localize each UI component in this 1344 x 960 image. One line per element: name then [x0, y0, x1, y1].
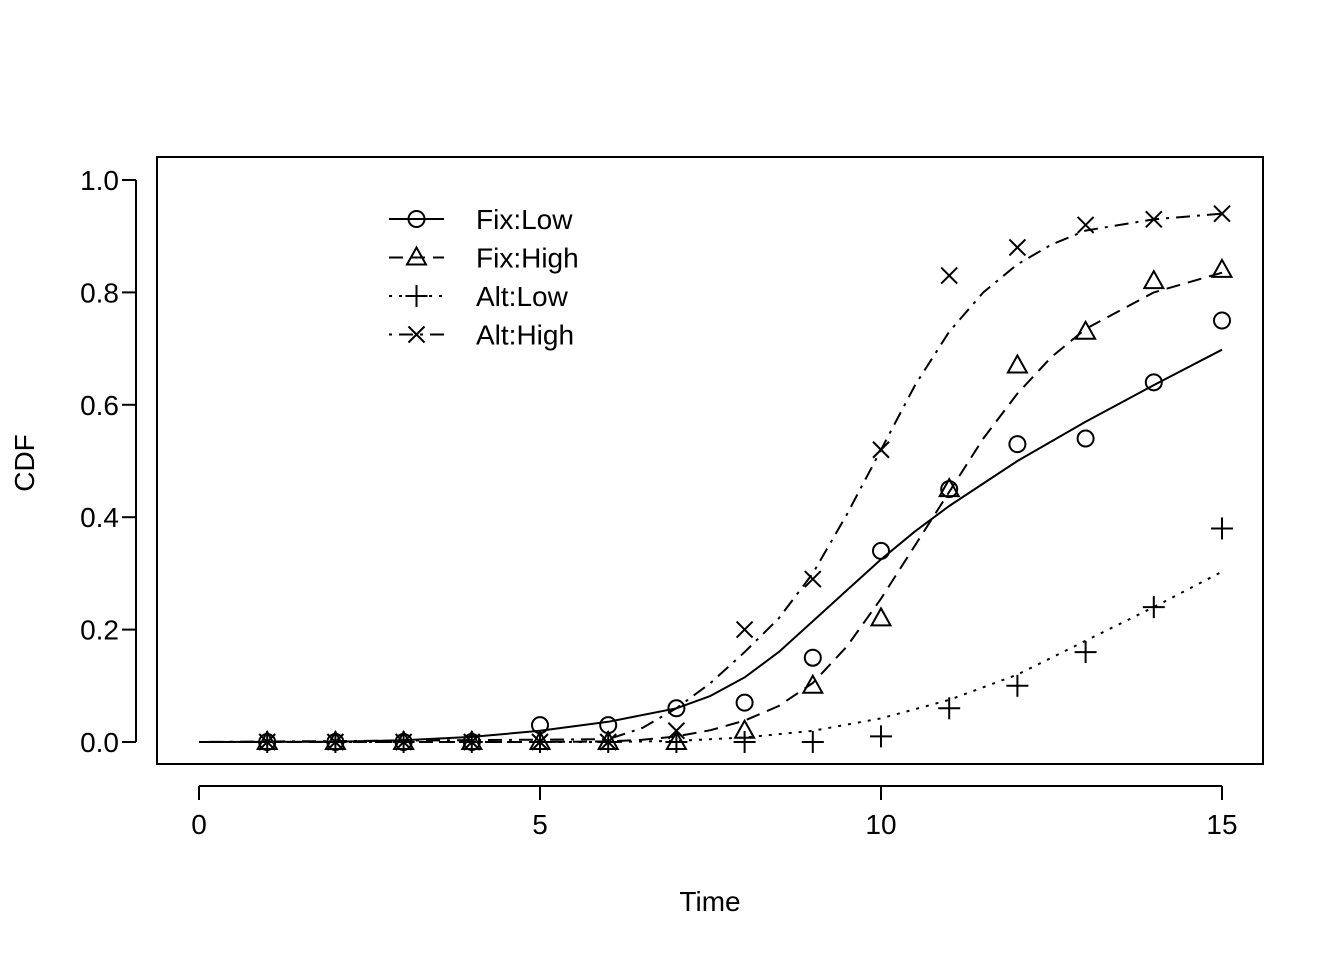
data-point — [735, 693, 754, 712]
series-curve — [198, 348, 1223, 743]
x-axis: 0 5 10 15 — [191, 785, 1238, 840]
legend: Fix:Low Fix:High Alt:Low Alt:High — [389, 204, 579, 351]
legend-entry: Alt:High — [389, 320, 574, 351]
data-point — [940, 266, 958, 285]
data-point — [665, 731, 688, 753]
data-point — [1142, 596, 1165, 619]
data-point — [394, 733, 413, 751]
series-fix-low — [198, 311, 1231, 751]
data-point — [801, 731, 824, 753]
y-tick-label: 0.4 — [80, 502, 119, 533]
data-point — [1144, 373, 1163, 392]
data-point — [801, 673, 825, 694]
series-curve — [199, 271, 1223, 743]
data-point — [735, 620, 754, 639]
data-point — [1008, 238, 1027, 257]
legend-entry: Fix:Low — [389, 204, 573, 235]
y-axis: 0.0 0.2 0.4 0.6 0.8 1.0 — [80, 165, 137, 758]
legend-entry: Fix:High — [389, 243, 579, 274]
data-point — [1074, 641, 1097, 664]
data-point — [531, 733, 549, 751]
x-axis-label: Time — [679, 886, 740, 917]
data-point — [870, 725, 892, 748]
x-tick-label: 10 — [865, 809, 896, 840]
series-layer — [198, 205, 1234, 753]
series-alt-high — [198, 205, 1231, 751]
y-tick-label: 0.6 — [80, 390, 119, 421]
x-tick-label: 15 — [1206, 809, 1237, 840]
y-tick-label: 0.8 — [80, 277, 119, 308]
data-point — [733, 731, 756, 753]
plot-frame — [156, 156, 1264, 765]
data-point — [1006, 353, 1029, 374]
data-point — [667, 699, 686, 718]
data-point — [1213, 205, 1231, 223]
legend-marker — [405, 245, 428, 266]
legend-marker — [407, 325, 426, 344]
series-curve — [199, 570, 1223, 743]
data-point — [667, 722, 686, 740]
data-point — [1074, 319, 1097, 340]
data-point — [803, 648, 822, 667]
data-point — [1076, 216, 1095, 234]
data-point — [599, 733, 617, 751]
y-tick-label: 0.0 — [80, 727, 119, 758]
y-axis-label: CDF — [9, 434, 40, 492]
y-tick-label: 0.2 — [80, 615, 119, 646]
legend-label: Alt:Low — [476, 281, 569, 312]
data-point — [1008, 435, 1027, 454]
series-fix-high — [199, 257, 1234, 750]
series-alt-low — [199, 517, 1233, 753]
data-point — [872, 541, 890, 560]
data-point — [1213, 311, 1231, 330]
legend-label: Alt:High — [476, 320, 574, 351]
data-point — [463, 733, 481, 751]
legend-marker — [405, 285, 428, 307]
data-point — [1142, 269, 1166, 290]
data-point — [937, 477, 961, 498]
data-point — [326, 733, 345, 751]
x-tick-label: 0 — [191, 809, 207, 840]
legend-marker — [407, 210, 426, 228]
data-point — [1210, 257, 1234, 278]
legend-label: Fix:Low — [476, 204, 573, 235]
data-point — [938, 697, 961, 720]
legend-label: Fix:High — [476, 243, 579, 274]
data-point — [1211, 517, 1233, 540]
data-point — [872, 441, 890, 459]
data-point — [1076, 429, 1095, 448]
data-point — [869, 606, 893, 627]
series-curve — [198, 212, 1223, 743]
data-point — [1145, 210, 1163, 229]
x-tick-label: 5 — [532, 809, 548, 840]
data-point — [804, 570, 822, 588]
y-tick-label: 1.0 — [80, 165, 119, 196]
data-point — [1006, 674, 1029, 697]
legend-entry: Alt:Low — [389, 281, 569, 312]
data-point — [258, 733, 276, 751]
